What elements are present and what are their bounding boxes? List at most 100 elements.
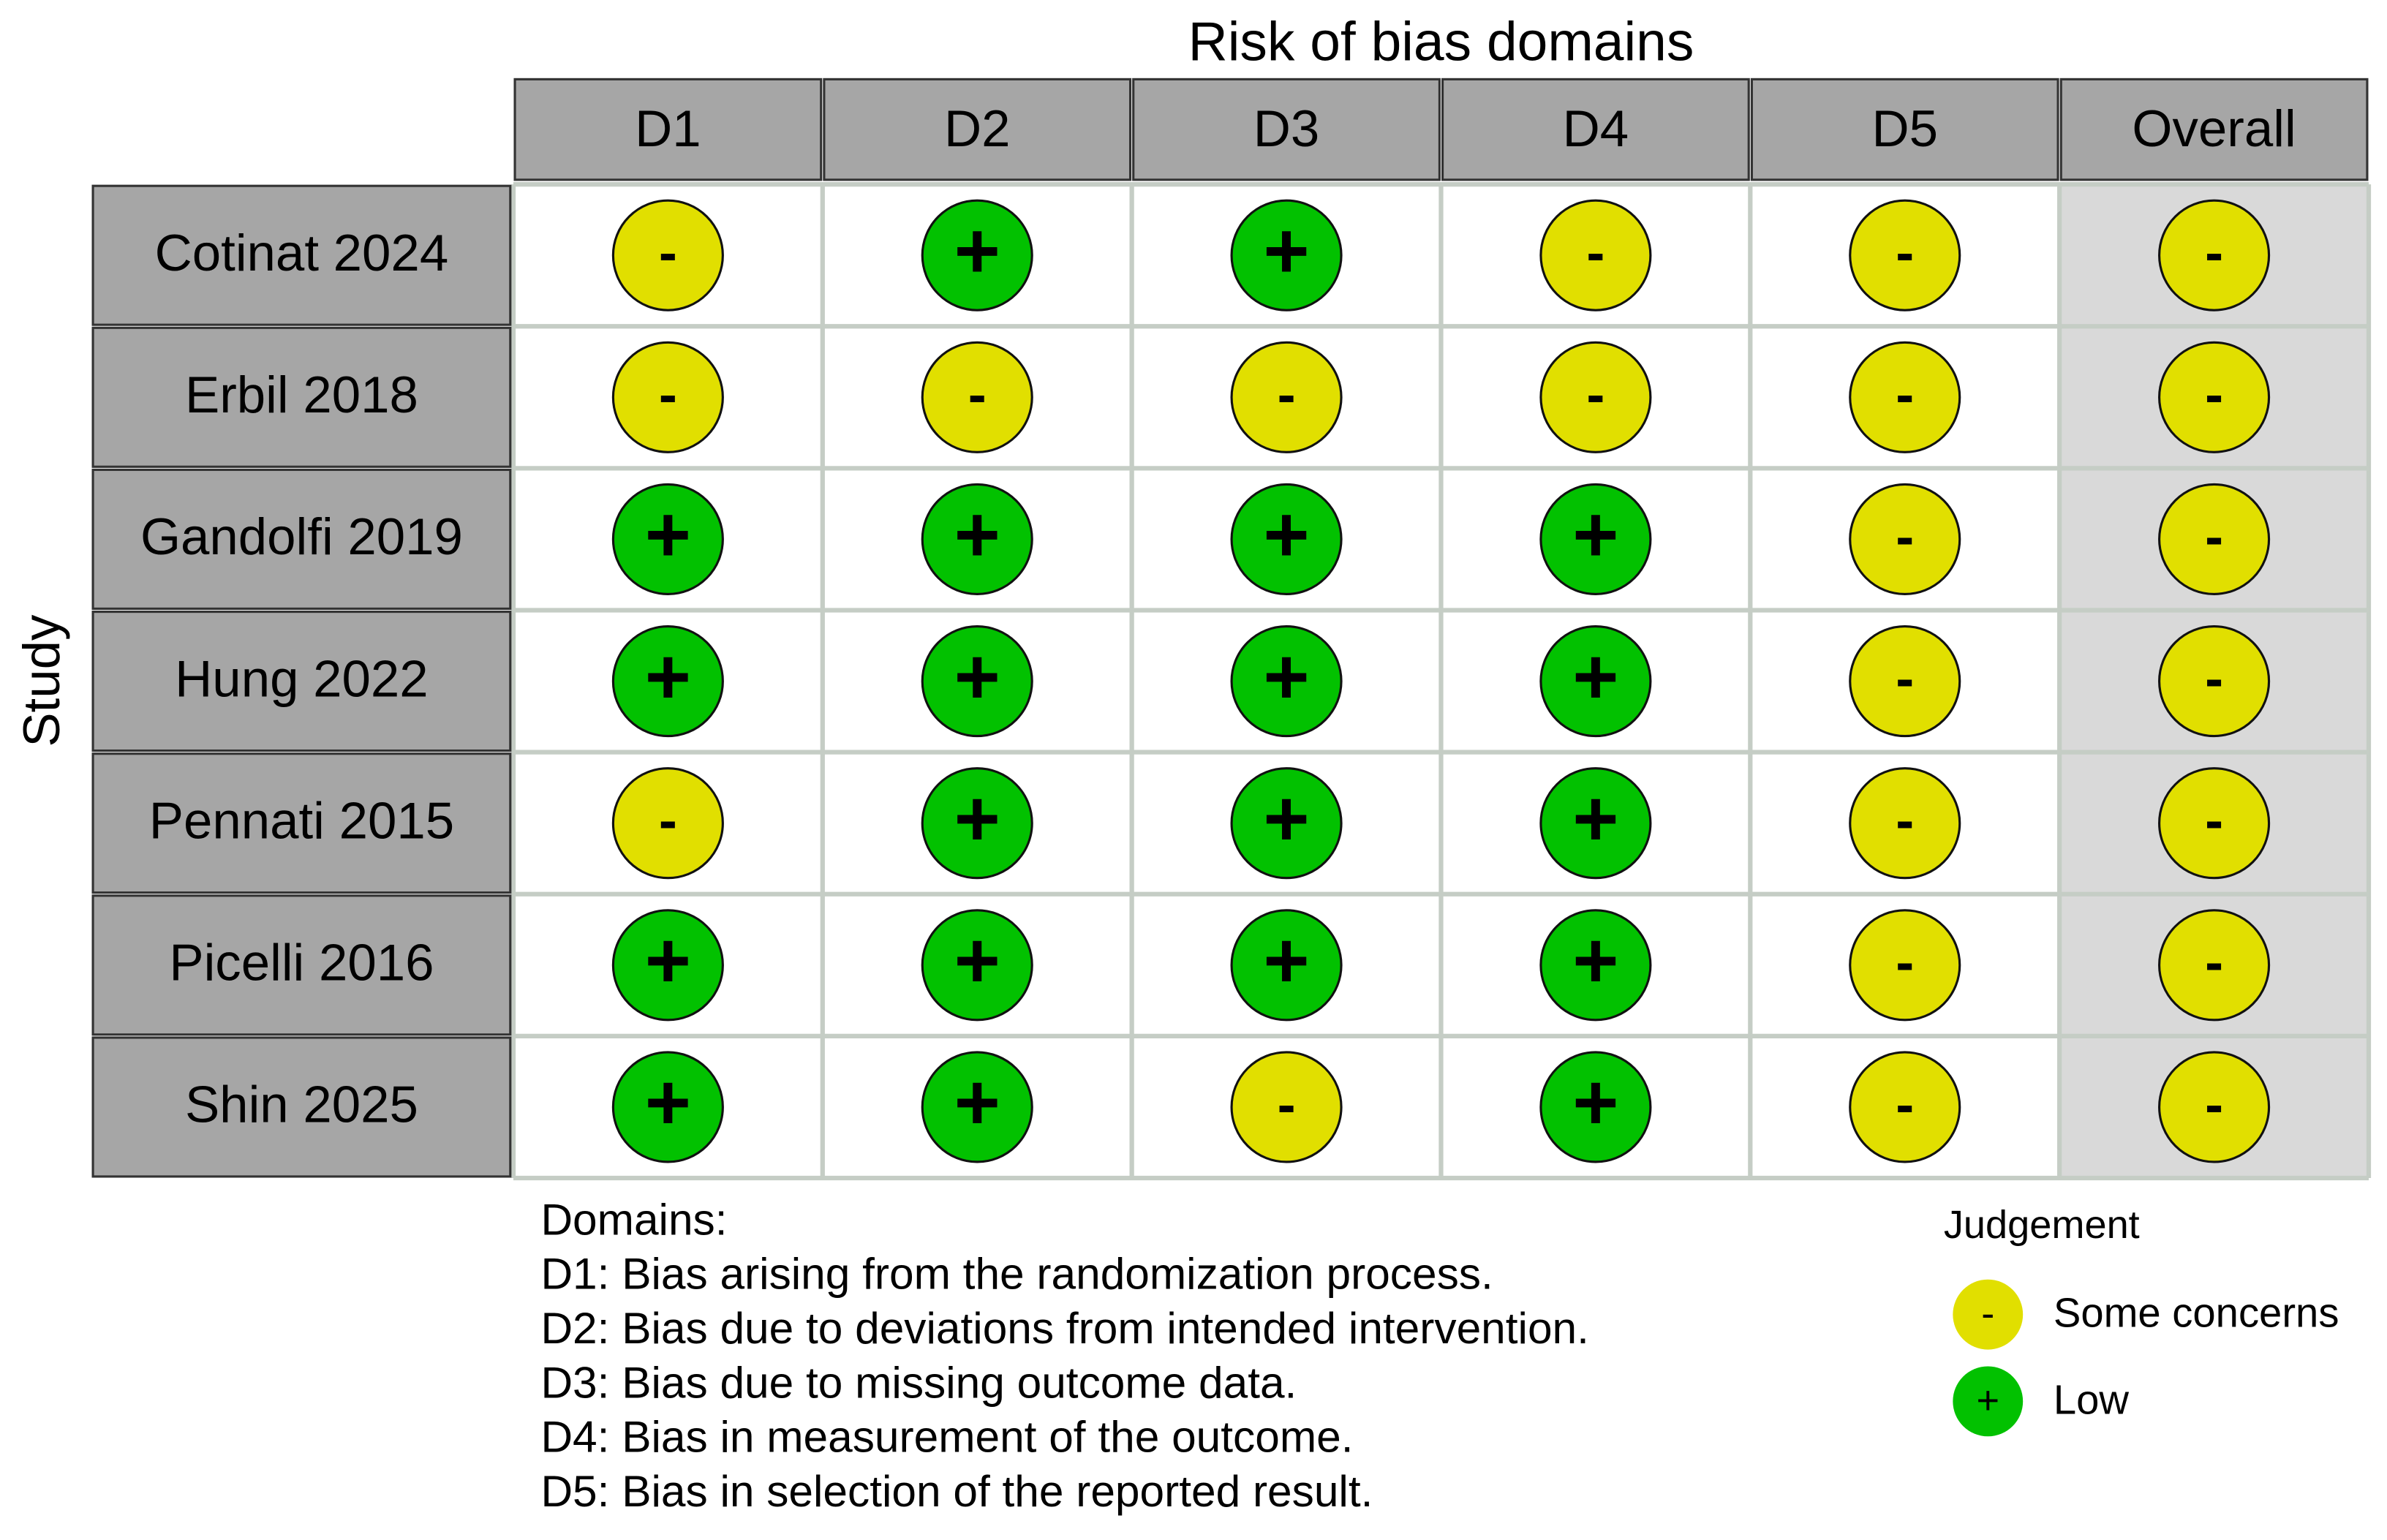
- row-header: [91, 611, 512, 752]
- column-header: [1750, 78, 2059, 181]
- y-axis-label: Study: [13, 614, 71, 747]
- judgement-symbol: -: [1896, 363, 1914, 425]
- judgement-circle: [1230, 483, 1343, 595]
- judgement-circle: [1230, 199, 1343, 312]
- notes-title: Domains:: [540, 1195, 727, 1245]
- judgement-symbol: -: [2205, 363, 2223, 425]
- row-header: [91, 1036, 512, 1178]
- row-label: Cotinat 2024: [155, 224, 449, 282]
- legend-swatch: [1953, 1366, 2024, 1437]
- judgement-symbol: +: [645, 490, 691, 578]
- judgement-circle: [611, 483, 724, 595]
- judgement-circle: [2158, 483, 2271, 595]
- judgement-symbol: -: [1586, 363, 1604, 425]
- row-header: [91, 752, 512, 894]
- judgement-symbol: -: [659, 222, 677, 283]
- legend-label: Some concerns: [2054, 1290, 2339, 1336]
- row-header: [91, 894, 512, 1036]
- judgement-symbol: -: [2205, 932, 2223, 993]
- row-label: Hung 2022: [175, 650, 429, 708]
- column-label: D5: [1871, 100, 1938, 158]
- judgement-symbol: -: [1896, 222, 1914, 283]
- notes-line: D2: Bias due to deviations from intended…: [540, 1303, 1588, 1353]
- column-label: D3: [1253, 100, 1320, 158]
- notes-line: D4: Bias in measurement of the outcome.: [540, 1412, 1353, 1462]
- judgement-symbol: -: [2205, 505, 2223, 567]
- judgement-symbol: +: [1263, 632, 1309, 720]
- notes-line: D5: Bias in selection of the reported re…: [540, 1466, 1373, 1516]
- judgement-symbol: +: [954, 490, 1000, 578]
- judgement-symbol: +: [1572, 1058, 1618, 1147]
- row-label: Shin 2025: [185, 1076, 418, 1134]
- row-label: Gandolfi 2019: [140, 508, 463, 566]
- judgement-symbol: -: [659, 790, 677, 851]
- judgement-symbol: +: [1263, 206, 1309, 295]
- judgement-circle: [1849, 199, 1961, 312]
- judgement-symbol: +: [1572, 774, 1618, 862]
- judgement-symbol: +: [645, 632, 691, 720]
- column-header: [823, 78, 1132, 181]
- judgement-circle: [921, 199, 1033, 312]
- notes-line: D3: Bias due to missing outcome data.: [540, 1357, 1297, 1407]
- row-header: [91, 468, 512, 610]
- judgement-symbol: +: [1263, 916, 1309, 1005]
- judgement-symbol: +: [1263, 774, 1309, 862]
- judgement-circle: [611, 199, 724, 312]
- judgement-symbol: -: [2205, 1073, 2223, 1135]
- judgement-circle: [2158, 341, 2271, 453]
- judgement-circle: [921, 625, 1033, 738]
- column-label: D4: [1563, 100, 1629, 158]
- judgement-circle: [611, 341, 724, 453]
- judgement-symbol: +: [645, 916, 691, 1005]
- judgement-circle: [921, 1051, 1033, 1163]
- judgement-symbol: +: [645, 1058, 691, 1147]
- judgement-circle: [921, 909, 1033, 1022]
- judgement-circle: [1539, 909, 1652, 1022]
- judgement-symbol: +: [954, 632, 1000, 720]
- judgement-symbol: -: [1278, 363, 1296, 425]
- judgement-circle: [921, 767, 1033, 880]
- judgement-circle: [1230, 341, 1343, 453]
- judgement-circle: [1849, 483, 1961, 595]
- judgement-symbol: +: [954, 916, 1000, 1005]
- judgement-circle: [611, 1051, 724, 1163]
- column-header: [1132, 78, 1441, 181]
- column-header: [2059, 78, 2369, 181]
- judgement-circle: [611, 767, 724, 880]
- legend-symbol: -: [1981, 1291, 1994, 1335]
- judgement-circle: [2158, 199, 2271, 312]
- judgement-circle: [921, 341, 1033, 453]
- judgement-symbol: +: [1572, 632, 1618, 720]
- judgement-symbol: +: [954, 206, 1000, 295]
- judgement-circle: [1849, 341, 1961, 453]
- judgement-symbol: -: [659, 363, 677, 425]
- judgement-symbol: -: [1278, 1073, 1296, 1135]
- judgement-symbol: +: [1572, 916, 1618, 1005]
- judgement-symbol: -: [1896, 932, 1914, 993]
- row-label: Erbil 2018: [185, 366, 418, 424]
- judgement-symbol: +: [954, 774, 1000, 862]
- judgement-circle: [1539, 483, 1652, 595]
- judgement-circle: [1849, 625, 1961, 738]
- legend-title: Judgement: [1944, 1203, 2140, 1247]
- judgement-circle: [1849, 767, 1961, 880]
- judgement-symbol: -: [2205, 790, 2223, 851]
- judgement-symbol: -: [1896, 790, 1914, 851]
- judgement-symbol: +: [1572, 490, 1618, 578]
- column-label: D1: [635, 100, 701, 158]
- judgement-circle: [1230, 625, 1343, 738]
- judgement-symbol: -: [968, 363, 987, 425]
- judgement-symbol: -: [1896, 505, 1914, 567]
- judgement-symbol: -: [1586, 222, 1604, 283]
- judgement-symbol: -: [1896, 1073, 1914, 1135]
- judgement-circle: [2158, 625, 2271, 738]
- judgement-circle: [1230, 909, 1343, 1022]
- judgement-circle: [1539, 1051, 1652, 1163]
- notes-line: D1: Bias arising from the randomization …: [540, 1249, 1493, 1299]
- judgement-circle: [1539, 625, 1652, 738]
- column-header: [513, 78, 823, 181]
- judgement-circle: [611, 625, 724, 738]
- column-label: D2: [944, 100, 1011, 158]
